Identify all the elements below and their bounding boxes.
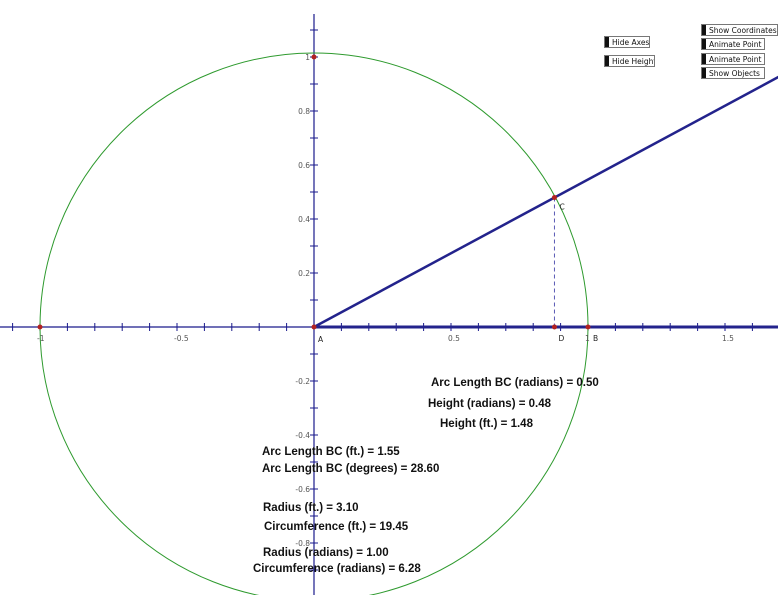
point-d xyxy=(551,324,557,330)
show-coordinates-button[interactable]: Show Coordinates xyxy=(701,24,778,36)
button-handle-icon xyxy=(605,37,609,47)
x-tick-label: 0.5 xyxy=(448,334,460,343)
point-a-label: A xyxy=(318,335,324,344)
button-handle-icon xyxy=(702,25,706,35)
arc-length-degrees-measure: Arc Length BC (degrees) = 28.60 xyxy=(262,463,440,475)
animate-point-label: Animate Point xyxy=(709,40,762,49)
point-d-label: D xyxy=(558,334,564,343)
hide-axes-label: Hide Axes xyxy=(612,38,650,47)
hide-height-button[interactable]: Hide Height xyxy=(604,55,655,67)
radius-ft-measure: Radius (ft.) = 3.10 xyxy=(263,502,359,514)
point-c xyxy=(551,195,557,201)
y-tick-label: -0.6 xyxy=(295,485,310,494)
x-tick-label: -1 xyxy=(37,334,45,343)
y-tick-label: 0.6 xyxy=(298,161,310,170)
radius-radians-measure: Radius (radians) = 1.00 xyxy=(263,547,389,559)
show-objects-button[interactable]: Show Objects xyxy=(701,67,765,79)
arc-length-radians-measure: Arc Length BC (radians) = 0.50 xyxy=(431,377,599,389)
button-handle-icon xyxy=(702,39,706,49)
coordinate-axes xyxy=(0,14,778,595)
height-ft-measure: Height (ft.) = 1.48 xyxy=(440,418,533,430)
point-a xyxy=(311,324,317,330)
point-c-label: C xyxy=(559,203,564,212)
y-tick-label: 0.4 xyxy=(298,215,310,224)
y-tick-label: -0.2 xyxy=(295,377,310,386)
x-tick-label: 1 xyxy=(585,334,590,343)
height-radians-measure: Height (radians) = 0.48 xyxy=(428,398,552,410)
y-tick-label: 0.8 xyxy=(298,107,310,116)
button-handle-icon xyxy=(605,56,609,66)
y-tick-label: -0.4 xyxy=(295,431,310,440)
show-objects-label: Show Objects xyxy=(709,69,760,78)
animate-point-button[interactable]: Animate Point xyxy=(701,38,765,50)
hide-height-label: Hide Height xyxy=(612,57,655,66)
y-tick-label: 0.2 xyxy=(298,269,310,278)
point-b xyxy=(585,324,591,330)
y-tick-label: -0.8 xyxy=(295,539,310,548)
animate-point-label-2: Animate Point xyxy=(709,55,762,64)
x-tick-label: -0.5 xyxy=(174,334,189,343)
point-y-intercept xyxy=(311,54,317,60)
circumference-ft-measure: Circumference (ft.) = 19.45 xyxy=(264,521,409,533)
animate-point-button-2[interactable]: Animate Point xyxy=(701,53,765,65)
arc-length-ft-measure: Arc Length BC (ft.) = 1.55 xyxy=(262,446,400,458)
point-neg-x-intercept xyxy=(37,324,43,330)
show-coordinates-label: Show Coordinates xyxy=(709,26,777,35)
button-handle-icon xyxy=(702,54,706,64)
x-tick-label: 1.5 xyxy=(722,334,734,343)
y-tick-label: 1 xyxy=(305,53,310,62)
hide-axes-button[interactable]: Hide Axes xyxy=(604,36,650,48)
button-handle-icon xyxy=(702,68,706,78)
circumference-radians-measure: Circumference (radians) = 6.28 xyxy=(253,563,421,575)
ray-ac xyxy=(313,75,778,329)
point-b-label: B xyxy=(593,334,598,343)
